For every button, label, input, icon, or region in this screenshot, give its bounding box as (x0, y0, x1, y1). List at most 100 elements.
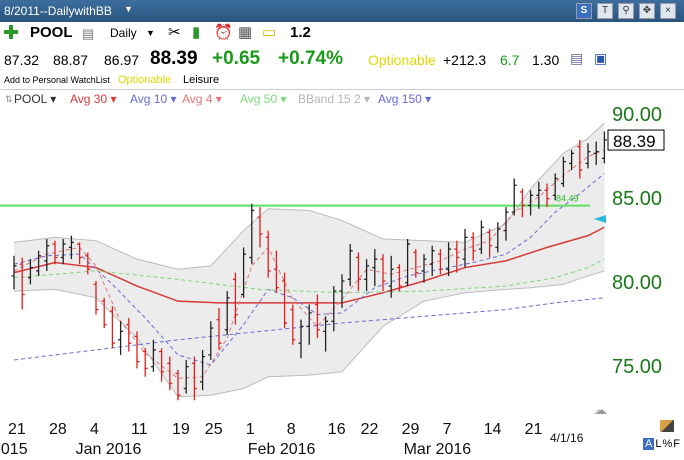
legend-item-bband-15-2[interactable]: BBand 15 2 ▾ (298, 92, 371, 106)
flag-l[interactable]: L (655, 438, 662, 450)
alarm-icon[interactable]: ⏰ (214, 24, 233, 41)
x-tick-label: 22 (361, 421, 379, 438)
ohlc-bar (52, 240, 58, 265)
text-icon[interactable]: T (597, 3, 613, 19)
ohlc-bar (224, 291, 230, 335)
flag-f[interactable]: F (673, 438, 680, 450)
ohlc-bar (519, 188, 525, 218)
ohlc-bar (208, 321, 214, 360)
ohlc-bar (470, 232, 476, 261)
quote-line: 87.32 88.87 86.97 88.39 +0.65 +0.74% Opt… (0, 46, 684, 74)
ohlc-bar (569, 149, 575, 171)
quote-change-pct: +0.74% (278, 48, 343, 69)
ohlc-bar (413, 249, 419, 278)
ohlc-bar (142, 348, 148, 377)
ohlc-bar (19, 257, 25, 310)
ohlc-bar (487, 228, 493, 258)
ohlc-bar (134, 331, 140, 369)
x-tick-label: 25 (205, 421, 223, 438)
legend-item-avg-50[interactable]: Avg 50 ▾ (240, 92, 287, 106)
ohlc-bar (167, 356, 173, 391)
bar-chart-icon[interactable]: ▮ (192, 24, 201, 41)
calculator-icon[interactable]: ▦ (238, 24, 253, 41)
ohlc-bar (429, 245, 435, 276)
y-tick-label: 90.00 (612, 104, 662, 126)
legend-item-avg-150[interactable]: Avg 150 ▾ (378, 92, 432, 106)
quote-low: 86.97 (104, 52, 140, 68)
date-label: 4/1/16 (550, 431, 584, 445)
title-bar-icons: S T ⚲ ✥ × (576, 3, 676, 19)
ohlc-bar (93, 281, 99, 315)
save-icon[interactable]: ▣ (594, 50, 608, 66)
s-icon[interactable]: S (576, 3, 592, 19)
quote-volume-change: +212.3 (443, 52, 487, 68)
series-avg-30 (13, 226, 605, 304)
note-icon[interactable]: ▭ (262, 24, 277, 41)
x-tick-label: 16 (328, 421, 346, 438)
legend-sort-icon: ⇅ (5, 94, 13, 104)
ohlc-bar (101, 297, 107, 329)
period-select[interactable]: Daily (110, 26, 137, 40)
ohlc-bar (36, 250, 42, 276)
indicator-legend: POOL ▾ ⇅ Avg 30 ▾ Avg 10 ▾ Avg 4 ▾ Avg 50 ▾ BB… (0, 91, 600, 107)
ohlc-bar (560, 156, 566, 187)
ohlc-bar (347, 244, 353, 287)
legend-item-pool[interactable]: POOL ▾ (14, 92, 57, 106)
add-icon[interactable] (4, 25, 18, 39)
ohlc-bars (11, 131, 607, 401)
close-icon[interactable]: × (660, 3, 676, 19)
ohlc-bar (126, 317, 132, 352)
ohlc-bar (257, 207, 263, 248)
x-tick-label: 29 (402, 421, 420, 438)
document-icon[interactable]: ▤ (82, 26, 95, 41)
x-tick-label: 21 (8, 421, 26, 438)
flag-%[interactable]: % (662, 438, 673, 450)
ohlc-bar (77, 242, 83, 265)
y-tick-label: 80.00 (612, 272, 662, 294)
title-dropdown-icon[interactable]: ▼ (124, 4, 133, 14)
ohlc-bar (298, 319, 304, 359)
pin-icon[interactable]: ⚲ (618, 3, 634, 19)
ohlc-bar (552, 173, 558, 201)
ohlc-bar (85, 252, 91, 275)
stack-icon[interactable]: ▤ (570, 50, 584, 66)
bband-upper-line (13, 122, 605, 270)
x-tick-label: 11 (131, 421, 148, 438)
ohlc-bar (462, 228, 468, 268)
ohlc-bar (396, 264, 402, 292)
symbol-field[interactable]: POOL (30, 24, 73, 41)
horizontal-line-label: 84.49 (556, 194, 579, 204)
series-avg-50 (13, 258, 605, 294)
sub-line: Add to Personal WatchList Optionable Lei… (0, 74, 684, 88)
window-title: 8/2011--DailywithBB (4, 4, 112, 18)
quote-high: 88.87 (53, 52, 89, 68)
ohlc-bar (265, 230, 271, 278)
ohlc-bar (593, 141, 599, 166)
legend-item-avg-4[interactable]: Avg 4 ▾ (182, 92, 222, 106)
ohlc-bar (159, 348, 165, 382)
pencil-icon[interactable] (660, 420, 674, 432)
ohlc-bar (536, 181, 542, 209)
tools-icon[interactable]: ✂ (168, 24, 181, 41)
sector-label: Leisure (183, 74, 220, 86)
x-month-label: Mar 2016 (404, 441, 472, 458)
ohlc-bar (577, 139, 583, 179)
x-month-label: Jan 2016 (76, 441, 142, 458)
ohlc-bar (191, 356, 197, 401)
last-price-label: 88.39 (613, 132, 656, 151)
flag-a[interactable]: A (643, 438, 655, 450)
ohlc-bar (200, 349, 206, 391)
legend-item-avg-30[interactable]: Avg 30 ▾ (70, 92, 117, 106)
ohlc-bar (601, 131, 607, 164)
add-watchlist-link[interactable]: Add to Personal WatchList (4, 75, 110, 85)
y-tick-label: 75.00 (612, 356, 662, 378)
ohlc-bar (511, 178, 517, 216)
ratio-value: 1.2 (290, 24, 311, 41)
legend-item-avg-10[interactable]: Avg 10 ▾ (130, 92, 177, 106)
window-title-bar: 8/2011--DailywithBB ▼ S T ⚲ ✥ × (0, 0, 684, 22)
period-dropdown-icon[interactable]: ▼ (146, 28, 155, 38)
y-axis: 75.00 80.00 85.00 90.00 88.39 (607, 104, 665, 378)
move-icon[interactable]: ✥ (639, 3, 655, 19)
ohlc-bar (249, 203, 255, 265)
scroll-right-icon (597, 409, 607, 414)
